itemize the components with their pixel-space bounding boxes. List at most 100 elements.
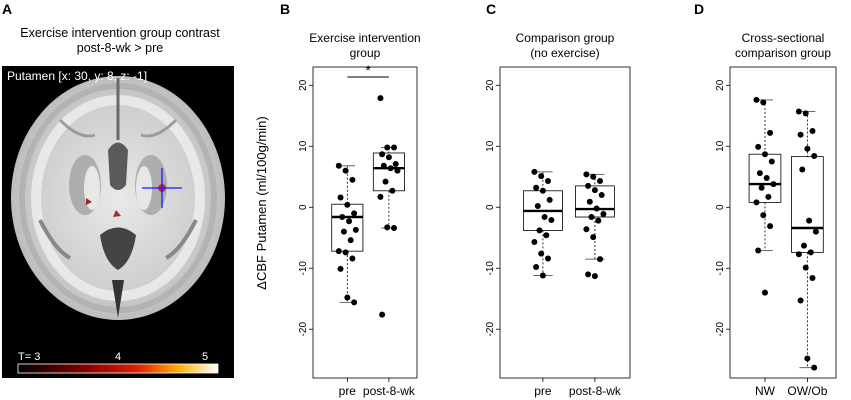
data-point xyxy=(337,194,344,201)
data-point xyxy=(765,193,772,200)
data-point xyxy=(387,165,394,172)
plot-frame xyxy=(729,66,837,379)
data-point xyxy=(337,265,344,272)
data-point xyxy=(384,144,391,151)
data-point xyxy=(590,234,597,241)
data-point xyxy=(755,143,762,150)
data-point xyxy=(377,193,384,200)
data-point xyxy=(583,226,590,233)
data-point xyxy=(352,226,359,233)
data-point xyxy=(335,248,342,255)
activation-blob-left xyxy=(86,198,92,205)
y-tick-label: -10 xyxy=(298,261,309,276)
y-tick-label: 20 xyxy=(485,79,496,91)
panel-c-chart: C Comparison group(no exercise) -20 -10 0 10 2… xyxy=(485,1,631,398)
chart-title-line: comparison group xyxy=(735,46,831,60)
data-point xyxy=(809,274,816,281)
data-point xyxy=(379,311,386,318)
data-point xyxy=(533,264,540,271)
y-tick-label: 0 xyxy=(715,204,726,210)
data-point xyxy=(539,187,546,194)
data-point xyxy=(384,224,391,231)
data-point xyxy=(763,174,770,181)
data-point xyxy=(545,255,551,262)
data-point xyxy=(585,271,592,278)
y-tick-label: 20 xyxy=(298,79,309,91)
data-point xyxy=(812,228,819,235)
data-point xyxy=(761,289,768,296)
x-tick-label: pre xyxy=(339,384,357,398)
coordinate-label: Putamen [x: 30, y: 8, z: -1] xyxy=(7,69,147,83)
data-point xyxy=(347,237,354,244)
data-point xyxy=(344,294,351,301)
data-point xyxy=(541,214,548,221)
chart-title-line: (no exercise) xyxy=(530,46,599,60)
data-point xyxy=(760,99,767,106)
data-point xyxy=(583,171,590,178)
panel-letter: D xyxy=(694,1,704,17)
data-point xyxy=(753,96,760,103)
y-tick-label: -20 xyxy=(485,322,496,337)
data-point xyxy=(767,223,774,230)
x-tick-label: post-8-wk xyxy=(569,384,622,398)
data-point xyxy=(531,168,538,175)
data-point xyxy=(588,214,595,221)
data-point xyxy=(795,251,802,258)
data-point xyxy=(758,184,765,191)
data-point xyxy=(591,187,598,194)
brain-slice-image xyxy=(11,76,225,320)
panel-letter: C xyxy=(486,1,496,17)
panel-a: A Exercise intervention group contrast p… xyxy=(2,1,234,378)
data-point xyxy=(755,247,762,254)
data-point xyxy=(342,249,349,256)
data-point xyxy=(590,173,597,180)
y-tick-label: -10 xyxy=(485,261,496,276)
panel-a-title-line2: post-8-wk > pre xyxy=(77,41,164,55)
data-point xyxy=(379,151,386,158)
data-point xyxy=(598,192,605,199)
data-point xyxy=(344,201,351,208)
data-point xyxy=(595,217,602,224)
y-tick-label: 10 xyxy=(298,140,309,152)
data-point xyxy=(761,151,768,158)
x-tick-label: NW xyxy=(755,384,776,398)
data-point xyxy=(770,181,777,188)
data-point xyxy=(806,217,813,224)
data-point xyxy=(351,210,358,217)
data-point xyxy=(811,153,818,160)
data-point xyxy=(539,272,546,279)
data-point xyxy=(536,227,543,234)
colorbar xyxy=(17,363,219,374)
data-point xyxy=(804,145,811,152)
x-tick-label: OW/Ob xyxy=(787,384,827,398)
data-point xyxy=(597,178,603,185)
chart-title-line: Exercise intervention xyxy=(309,31,420,45)
data-point xyxy=(389,187,396,194)
data-point xyxy=(799,166,806,173)
chart-title-line: Comparison group xyxy=(516,31,615,45)
data-point xyxy=(394,167,401,174)
data-point xyxy=(351,299,358,306)
panel-letter: B xyxy=(280,1,290,17)
data-point xyxy=(804,355,811,362)
data-point xyxy=(811,364,818,371)
y-tick-label: 10 xyxy=(485,140,496,152)
data-point xyxy=(545,178,551,185)
plot-frame xyxy=(312,66,418,379)
data-point xyxy=(335,162,342,169)
data-point xyxy=(342,167,349,174)
data-point xyxy=(377,95,384,102)
data-point xyxy=(797,131,804,138)
data-point xyxy=(392,160,399,167)
y-tick-label: -10 xyxy=(715,261,726,276)
data-point xyxy=(349,255,356,262)
colorbar-max-label: 5 xyxy=(202,351,208,363)
data-point xyxy=(768,158,775,165)
y-tick-label: -20 xyxy=(715,322,726,337)
colorbar-mid-label: 4 xyxy=(115,351,121,363)
data-point xyxy=(753,199,760,206)
data-point xyxy=(382,178,389,185)
